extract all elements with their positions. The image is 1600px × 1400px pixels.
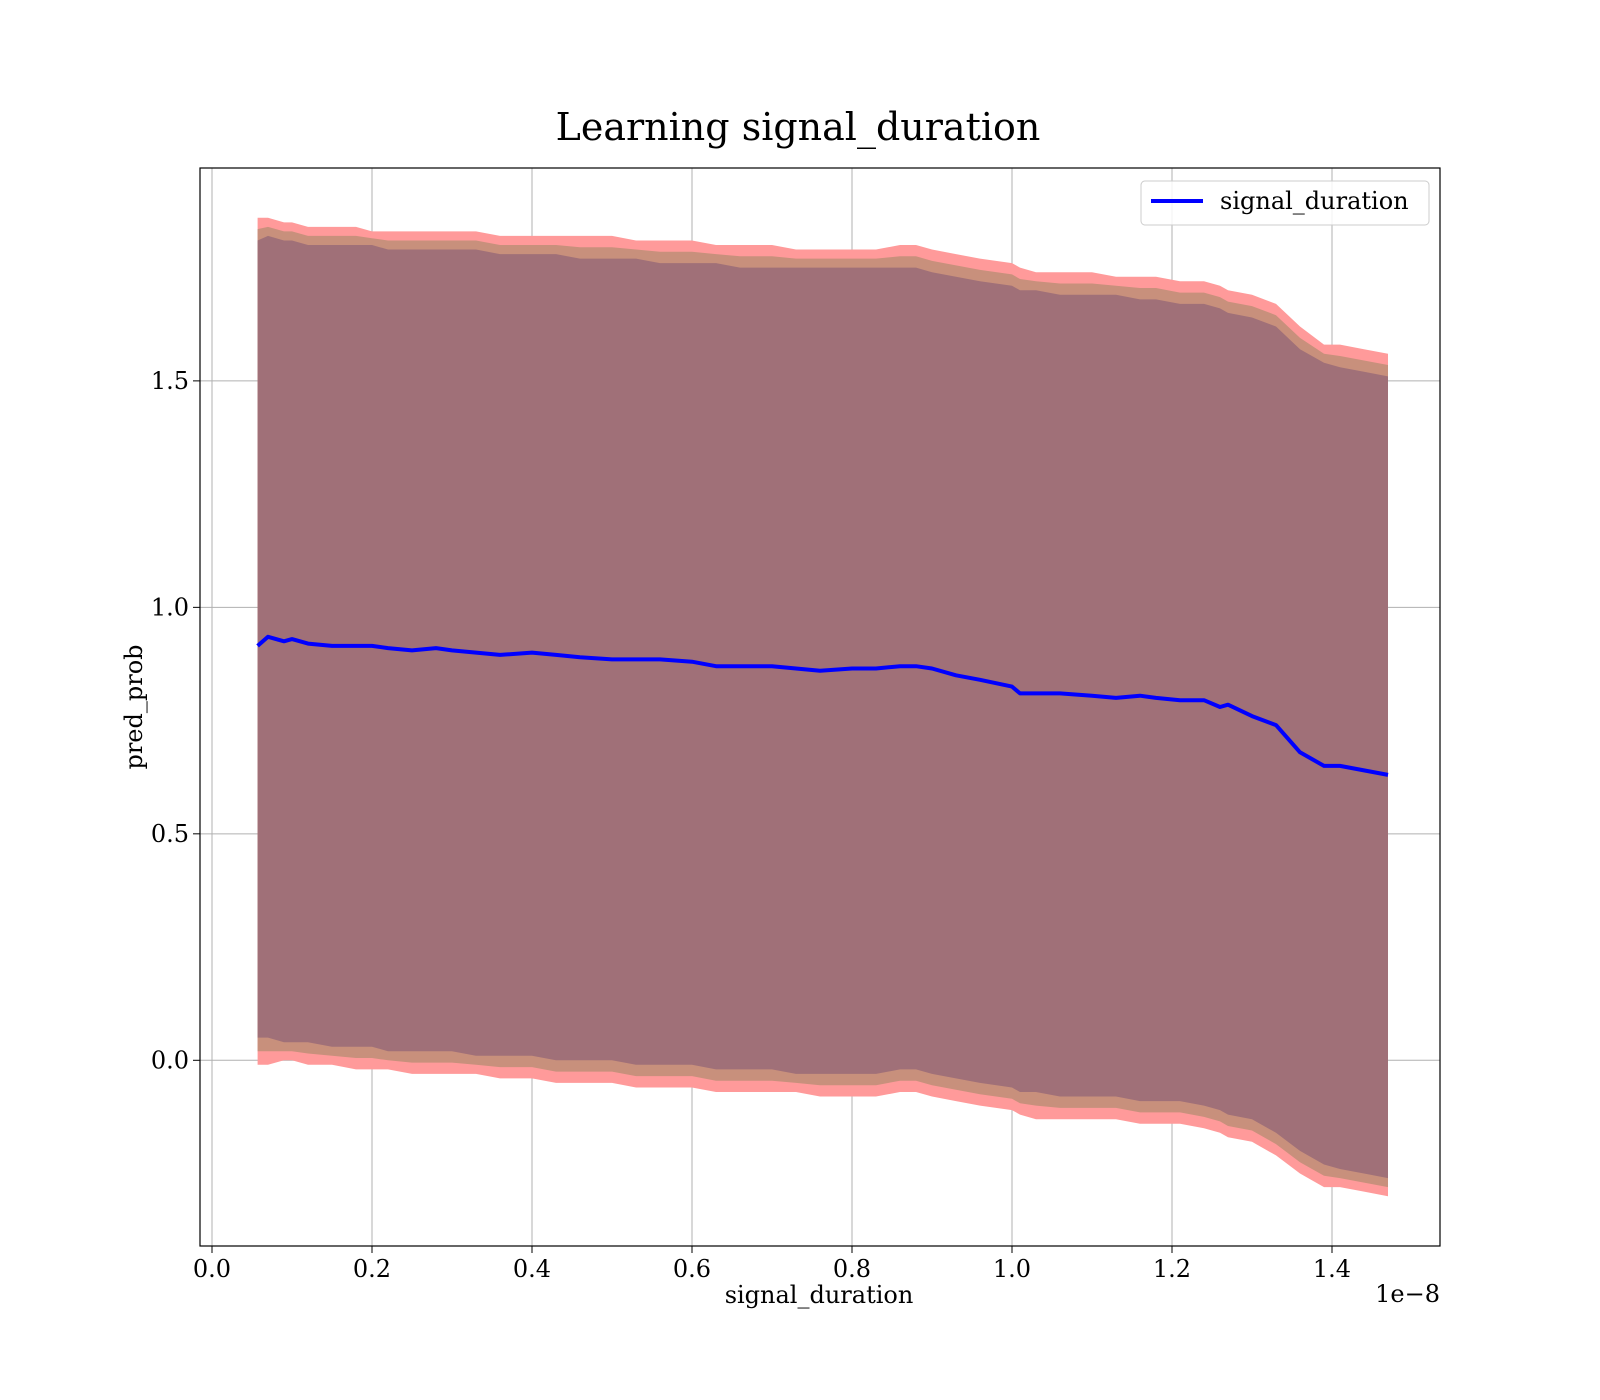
- x-tick-label: 0.0: [193, 1255, 231, 1283]
- x-tick-label: 1.0: [993, 1255, 1031, 1283]
- legend-box: [1140, 180, 1430, 226]
- series-line-layer: [256, 634, 1389, 777]
- y-tick-label: 1.5: [151, 367, 189, 395]
- legend-entry-signal-duration: signal_duration: [1220, 187, 1409, 215]
- chart-title: Learning signal_duration: [556, 105, 1041, 150]
- x-tick-label: 0.8: [833, 1255, 871, 1283]
- y-tick-label: 0.5: [151, 820, 189, 848]
- legend: signal_duration: [1140, 180, 1430, 226]
- y-tick-label: 1.0: [151, 593, 189, 621]
- confidence-bands: [257, 217, 1389, 1197]
- x-tick-label: 0.2: [353, 1255, 391, 1283]
- plot-frame: [199, 167, 1441, 1247]
- series-line-signal-duration: [256, 634, 1389, 777]
- x-tick-label: 0.6: [673, 1255, 711, 1283]
- band-inner: [257, 235, 1389, 1179]
- x-axis-offset-label: 1e−8: [1375, 1280, 1440, 1308]
- x-tick-label: 1.2: [1153, 1255, 1191, 1283]
- y-axis-ticks: 0.0 0.5 1.0 1.5: [151, 367, 200, 1074]
- y-tick-label: 0.0: [151, 1046, 189, 1074]
- x-tick-label: 1.4: [1313, 1255, 1351, 1283]
- y-axis-label: pred_prob: [120, 644, 148, 769]
- x-axis-ticks: 0.0 0.2 0.4 0.6 0.8 1.0 1.2 1.4: [193, 1246, 1351, 1283]
- x-tick-label: 0.4: [513, 1255, 551, 1283]
- x-axis-label: signal_duration: [725, 1281, 914, 1309]
